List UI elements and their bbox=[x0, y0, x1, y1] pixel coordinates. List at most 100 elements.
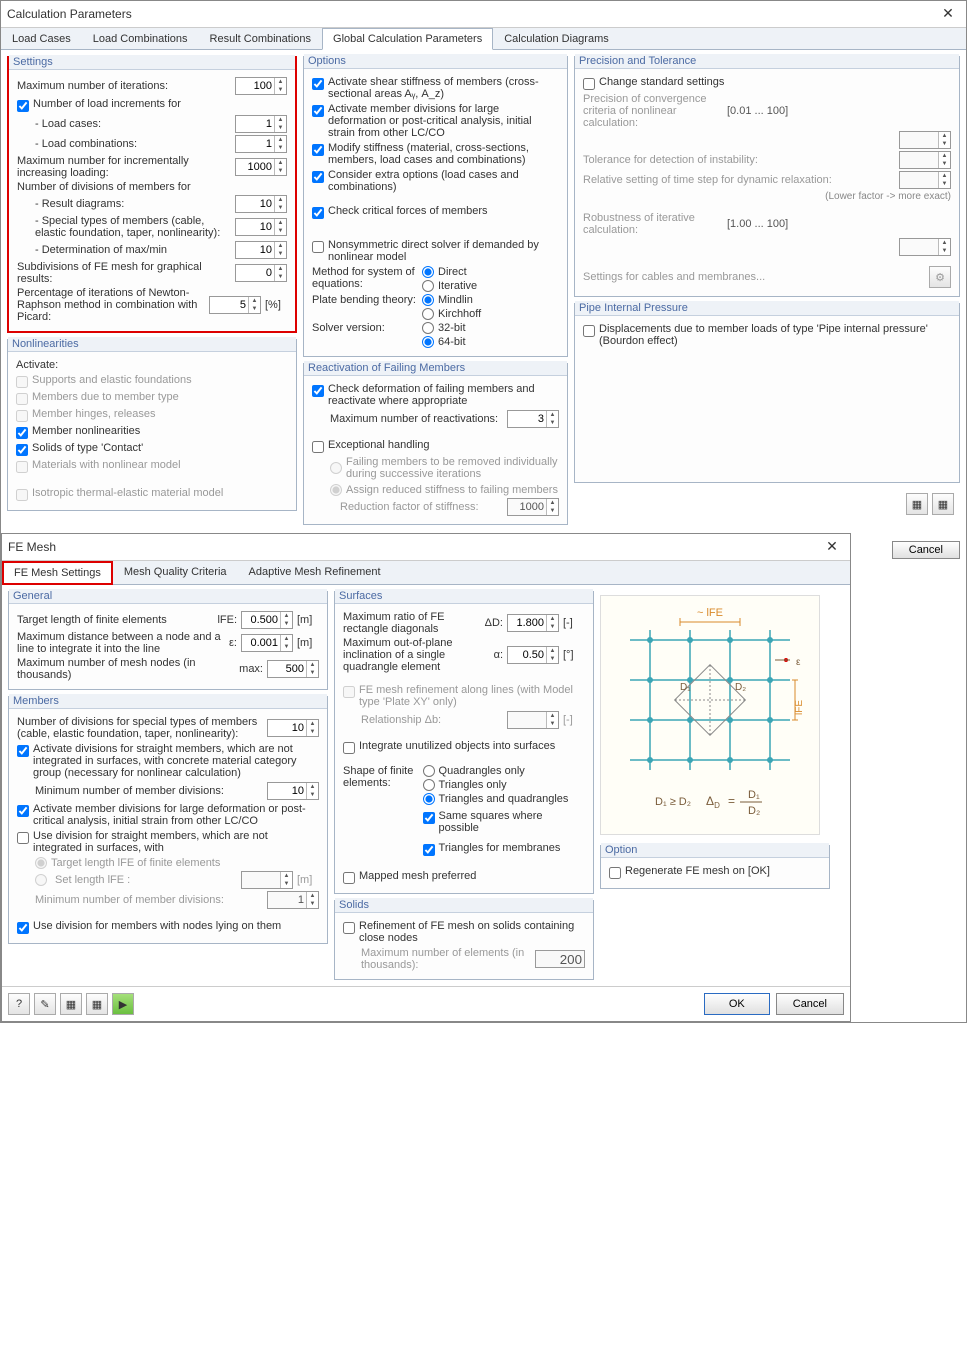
solids-refine-checkbox[interactable] bbox=[343, 922, 355, 934]
member-divisions-checkbox[interactable] bbox=[312, 105, 324, 117]
svg-text:lFE: lFE bbox=[794, 700, 805, 715]
subdivisions-label: Subdivisions of FE mesh for graphical re… bbox=[17, 261, 231, 285]
triangles-radio[interactable] bbox=[423, 779, 435, 791]
load-combos-spinner[interactable]: ▲▼ bbox=[235, 135, 287, 153]
subdivisions-spinner[interactable]: ▲▼ bbox=[235, 264, 287, 282]
kirchhoff-radio[interactable] bbox=[422, 308, 434, 320]
maxdist-label: Maximum distance between a node and a li… bbox=[17, 631, 225, 655]
dialog1-content: Settings Maximum number of iterations: ▲… bbox=[1, 50, 966, 531]
hinges-checkbox bbox=[16, 410, 28, 422]
fe-tabs: FE Mesh Settings Mesh Quality Criteria A… bbox=[2, 561, 850, 585]
iso-thermal-checkbox bbox=[16, 489, 28, 501]
options-title: Options bbox=[304, 54, 567, 69]
load-increments-label: Number of load increments for bbox=[33, 98, 287, 110]
tab-adaptive-refinement[interactable]: Adaptive Mesh Refinement bbox=[238, 561, 392, 584]
precision-group: Precision and Tolerance Change standard … bbox=[574, 56, 960, 297]
svg-text:D₁ ≥ D₂: D₁ ≥ D₂ bbox=[655, 796, 691, 808]
target-length-spinner[interactable]: ▲▼ bbox=[241, 611, 293, 629]
tab-result-combinations[interactable]: Result Combinations bbox=[199, 28, 323, 49]
ratio-spinner[interactable]: ▲▼ bbox=[507, 614, 559, 632]
regenerate-checkbox[interactable] bbox=[609, 867, 621, 879]
close-icon[interactable]: ✕ bbox=[936, 5, 960, 23]
method-label: Method for system of equations: bbox=[312, 266, 422, 292]
toolbar-icon-1[interactable]: ▦ bbox=[906, 493, 928, 515]
displacements-checkbox[interactable] bbox=[583, 325, 595, 337]
special-types-spinner[interactable]: ▲▼ bbox=[235, 218, 287, 236]
fe-divs-spinner[interactable]: ▲▼ bbox=[267, 719, 319, 737]
grid-icon-2[interactable]: ▦ bbox=[86, 993, 108, 1015]
toolbar-icon-2[interactable]: ▦ bbox=[932, 493, 954, 515]
cancel-button-fe[interactable]: Cancel bbox=[776, 993, 844, 1015]
conv-label: Precision of convergence criteria of non… bbox=[583, 93, 723, 129]
64bit-radio[interactable] bbox=[422, 336, 434, 348]
critical-forces-checkbox[interactable] bbox=[312, 207, 324, 219]
edit-icon[interactable]: ✎ bbox=[34, 993, 56, 1015]
special-types-label: - Special types of members (cable, elast… bbox=[35, 215, 231, 239]
max-incr-spinner[interactable]: ▲▼ bbox=[235, 158, 287, 176]
tab-fe-mesh-settings[interactable]: FE Mesh Settings bbox=[2, 561, 113, 585]
picard-label: Percentage of iterations of Newton-Raphs… bbox=[17, 287, 205, 323]
tab-calc-diagrams[interactable]: Calculation Diagrams bbox=[493, 28, 620, 49]
cancel-button-bg[interactable]: Cancel bbox=[892, 541, 960, 559]
pipe-title: Pipe Internal Pressure bbox=[575, 301, 959, 316]
maxnodes-spinner[interactable]: ▲▼ bbox=[267, 660, 319, 678]
integrate-checkbox[interactable] bbox=[343, 742, 355, 754]
ok-button[interactable]: OK bbox=[704, 993, 770, 1015]
nonsym-solver-checkbox[interactable] bbox=[312, 241, 324, 253]
calculate-icon[interactable]: ▶ bbox=[112, 993, 134, 1015]
removed-radio bbox=[330, 462, 342, 474]
exceptional-checkbox[interactable] bbox=[312, 441, 324, 453]
use-nodes-checkbox[interactable] bbox=[17, 922, 29, 934]
reduct-spinner: ▲▼ bbox=[507, 498, 559, 516]
grid-icon-1[interactable]: ▦ bbox=[60, 993, 82, 1015]
member-nonlin-checkbox[interactable] bbox=[16, 427, 28, 439]
min-div-spinner[interactable]: ▲▼ bbox=[267, 782, 319, 800]
quadrangles-radio[interactable] bbox=[423, 765, 435, 777]
mapped-mesh-checkbox[interactable] bbox=[343, 872, 355, 884]
max-react-spinner[interactable]: ▲▼ bbox=[507, 410, 559, 428]
load-cases-spinner[interactable]: ▲▼ bbox=[235, 115, 287, 133]
settings-title: Settings bbox=[9, 55, 295, 70]
max-react-label: Maximum number of reactivations: bbox=[330, 413, 503, 425]
outplane-spinner[interactable]: ▲▼ bbox=[507, 646, 559, 664]
iterative-radio[interactable] bbox=[422, 280, 434, 292]
modify-stiffness-checkbox[interactable] bbox=[312, 144, 324, 156]
load-increments-checkbox[interactable] bbox=[17, 100, 29, 112]
shear-stiffness-checkbox[interactable] bbox=[312, 78, 324, 90]
load-combos-label: - Load combinations: bbox=[35, 138, 231, 150]
check-deform-checkbox[interactable] bbox=[312, 385, 324, 397]
tab-load-combinations[interactable]: Load Combinations bbox=[82, 28, 199, 49]
lower-factor-note: (Lower factor -> more exact) bbox=[825, 191, 951, 202]
picard-spinner[interactable]: ▲▼ bbox=[209, 296, 261, 314]
materials-nonlin-checkbox bbox=[16, 461, 28, 473]
tab-mesh-quality[interactable]: Mesh Quality Criteria bbox=[113, 561, 238, 584]
tab-global-calc-params[interactable]: Global Calculation Parameters bbox=[322, 28, 493, 50]
change-settings-checkbox[interactable] bbox=[583, 78, 595, 90]
same-squares-checkbox[interactable] bbox=[423, 812, 435, 824]
tri-membranes-checkbox[interactable] bbox=[423, 844, 435, 856]
members-type-checkbox bbox=[16, 393, 28, 405]
tab-load-cases[interactable]: Load Cases bbox=[1, 28, 82, 49]
extra-options-checkbox[interactable] bbox=[312, 171, 324, 183]
relation-spinner: ▲▼ bbox=[507, 711, 559, 729]
nonlinearities-group: Nonlinearities Activate: Supports and el… bbox=[7, 339, 297, 511]
use-div-checkbox[interactable] bbox=[17, 832, 29, 844]
assign-radio bbox=[330, 484, 342, 496]
result-diagrams-spinner[interactable]: ▲▼ bbox=[235, 195, 287, 213]
maxdist-spinner[interactable]: ▲▼ bbox=[241, 634, 293, 652]
help-icon[interactable]: ? bbox=[8, 993, 30, 1015]
max-iter-spinner[interactable]: ▲▼ bbox=[235, 77, 287, 95]
maxnodes-label: Maximum number of mesh nodes (in thousan… bbox=[17, 657, 235, 681]
determination-label: - Determination of max/min bbox=[35, 244, 231, 256]
straight-members-checkbox[interactable] bbox=[17, 745, 29, 757]
mindlin-radio[interactable] bbox=[422, 294, 434, 306]
direct-radio[interactable] bbox=[422, 266, 434, 278]
solids-contact-checkbox[interactable] bbox=[16, 444, 28, 456]
both-radio[interactable] bbox=[423, 793, 435, 805]
fe-titlebar: FE Mesh ✕ bbox=[2, 534, 850, 561]
32bit-radio[interactable] bbox=[422, 322, 434, 334]
large-deform-checkbox[interactable] bbox=[17, 805, 29, 817]
cables-settings-icon[interactable]: ⚙ bbox=[929, 266, 951, 288]
fe-close-icon[interactable]: ✕ bbox=[820, 538, 844, 556]
determination-spinner[interactable]: ▲▼ bbox=[235, 241, 287, 259]
